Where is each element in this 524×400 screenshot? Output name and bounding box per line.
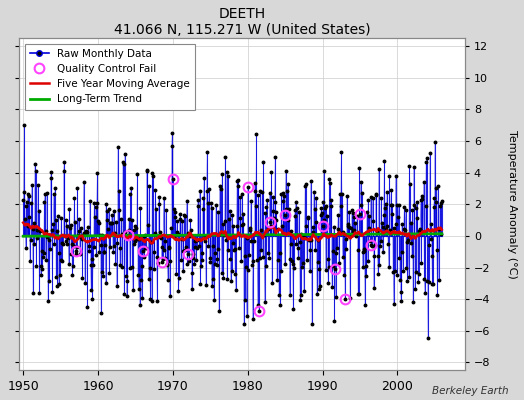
Text: Berkeley Earth: Berkeley Earth: [432, 386, 508, 396]
Title: DEETH
41.066 N, 115.271 W (United States): DEETH 41.066 N, 115.271 W (United States…: [114, 7, 370, 37]
Y-axis label: Temperature Anomaly (°C): Temperature Anomaly (°C): [507, 130, 517, 279]
Legend: Raw Monthly Data, Quality Control Fail, Five Year Moving Average, Long-Term Tren: Raw Monthly Data, Quality Control Fail, …: [25, 44, 195, 110]
